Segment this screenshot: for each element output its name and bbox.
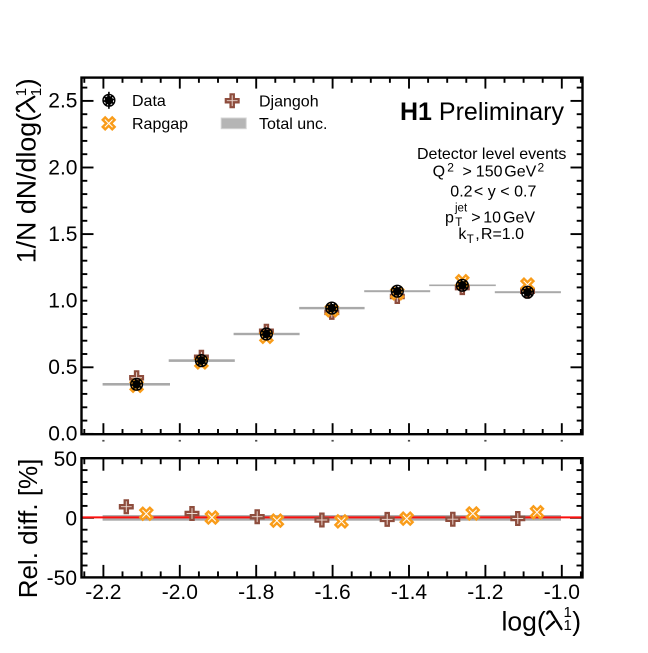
- svg-text:-2.2: -2.2: [85, 581, 121, 604]
- svg-text:1: 1: [13, 88, 30, 96]
- svg-text:2: 2: [538, 160, 545, 174]
- svg-text:0.5: 0.5: [48, 356, 77, 379]
- svg-text:0.2: 0.2: [450, 183, 472, 200]
- svg-text:Rapgap: Rapgap: [132, 116, 188, 133]
- svg-text:2: 2: [447, 160, 454, 174]
- svg-text:Total unc.: Total unc.: [259, 116, 327, 133]
- svg-text:1: 1: [564, 617, 572, 634]
- svg-text:T: T: [467, 234, 474, 246]
- svg-text:): ): [12, 78, 42, 87]
- svg-text:150: 150: [476, 163, 503, 180]
- svg-text:GeV: GeV: [504, 163, 536, 180]
- svg-text:0.7: 0.7: [514, 183, 536, 200]
- svg-text:10: 10: [483, 209, 501, 226]
- svg-text:-2.0: -2.0: [162, 581, 198, 604]
- svg-text:1: 1: [564, 604, 572, 621]
- svg-text:log(: log(: [502, 606, 546, 636]
- svg-text:k: k: [458, 226, 467, 243]
- svg-text:-1.6: -1.6: [315, 581, 351, 604]
- svg-text:2.0: 2.0: [48, 156, 77, 179]
- svg-text:1.0: 1.0: [48, 290, 77, 313]
- svg-text:T: T: [455, 217, 462, 229]
- svg-text:,: ,: [475, 226, 479, 243]
- svg-text:0.0: 0.0: [48, 423, 77, 446]
- svg-text:<: <: [474, 183, 483, 200]
- svg-text:GeV: GeV: [503, 209, 535, 226]
- svg-text:-1.2: -1.2: [467, 581, 503, 604]
- svg-text:p: p: [445, 209, 454, 226]
- svg-text:): ): [572, 606, 581, 636]
- svg-text:Djangoh: Djangoh: [259, 93, 319, 110]
- svg-text:jet: jet: [454, 202, 468, 214]
- svg-text:H1 Preliminary: H1 Preliminary: [400, 98, 564, 126]
- svg-text:50: 50: [54, 448, 77, 471]
- svg-text:1: 1: [28, 88, 45, 96]
- svg-text:Detector level events: Detector level events: [417, 146, 566, 163]
- svg-text:2.5: 2.5: [48, 90, 77, 113]
- svg-text:-1.8: -1.8: [238, 581, 274, 604]
- svg-text:<: <: [500, 183, 509, 200]
- svg-text:-1.4: -1.4: [391, 581, 428, 604]
- svg-text:0: 0: [65, 508, 77, 531]
- svg-text:Rel. diff. [%]: Rel. diff. [%]: [13, 459, 43, 599]
- svg-text:Data: Data: [132, 93, 166, 110]
- svg-text:1.5: 1.5: [48, 223, 77, 246]
- svg-text:R=1.0: R=1.0: [481, 226, 524, 243]
- svg-text:y: y: [488, 183, 496, 200]
- svg-text:-50: -50: [47, 567, 77, 590]
- svg-text:Q: Q: [433, 163, 445, 180]
- svg-text:1/N dN/dlog(: 1/N dN/dlog(: [12, 113, 42, 264]
- svg-text:>: >: [463, 163, 472, 180]
- svg-text:>: >: [471, 209, 480, 226]
- svg-text:-1.0: -1.0: [544, 581, 580, 604]
